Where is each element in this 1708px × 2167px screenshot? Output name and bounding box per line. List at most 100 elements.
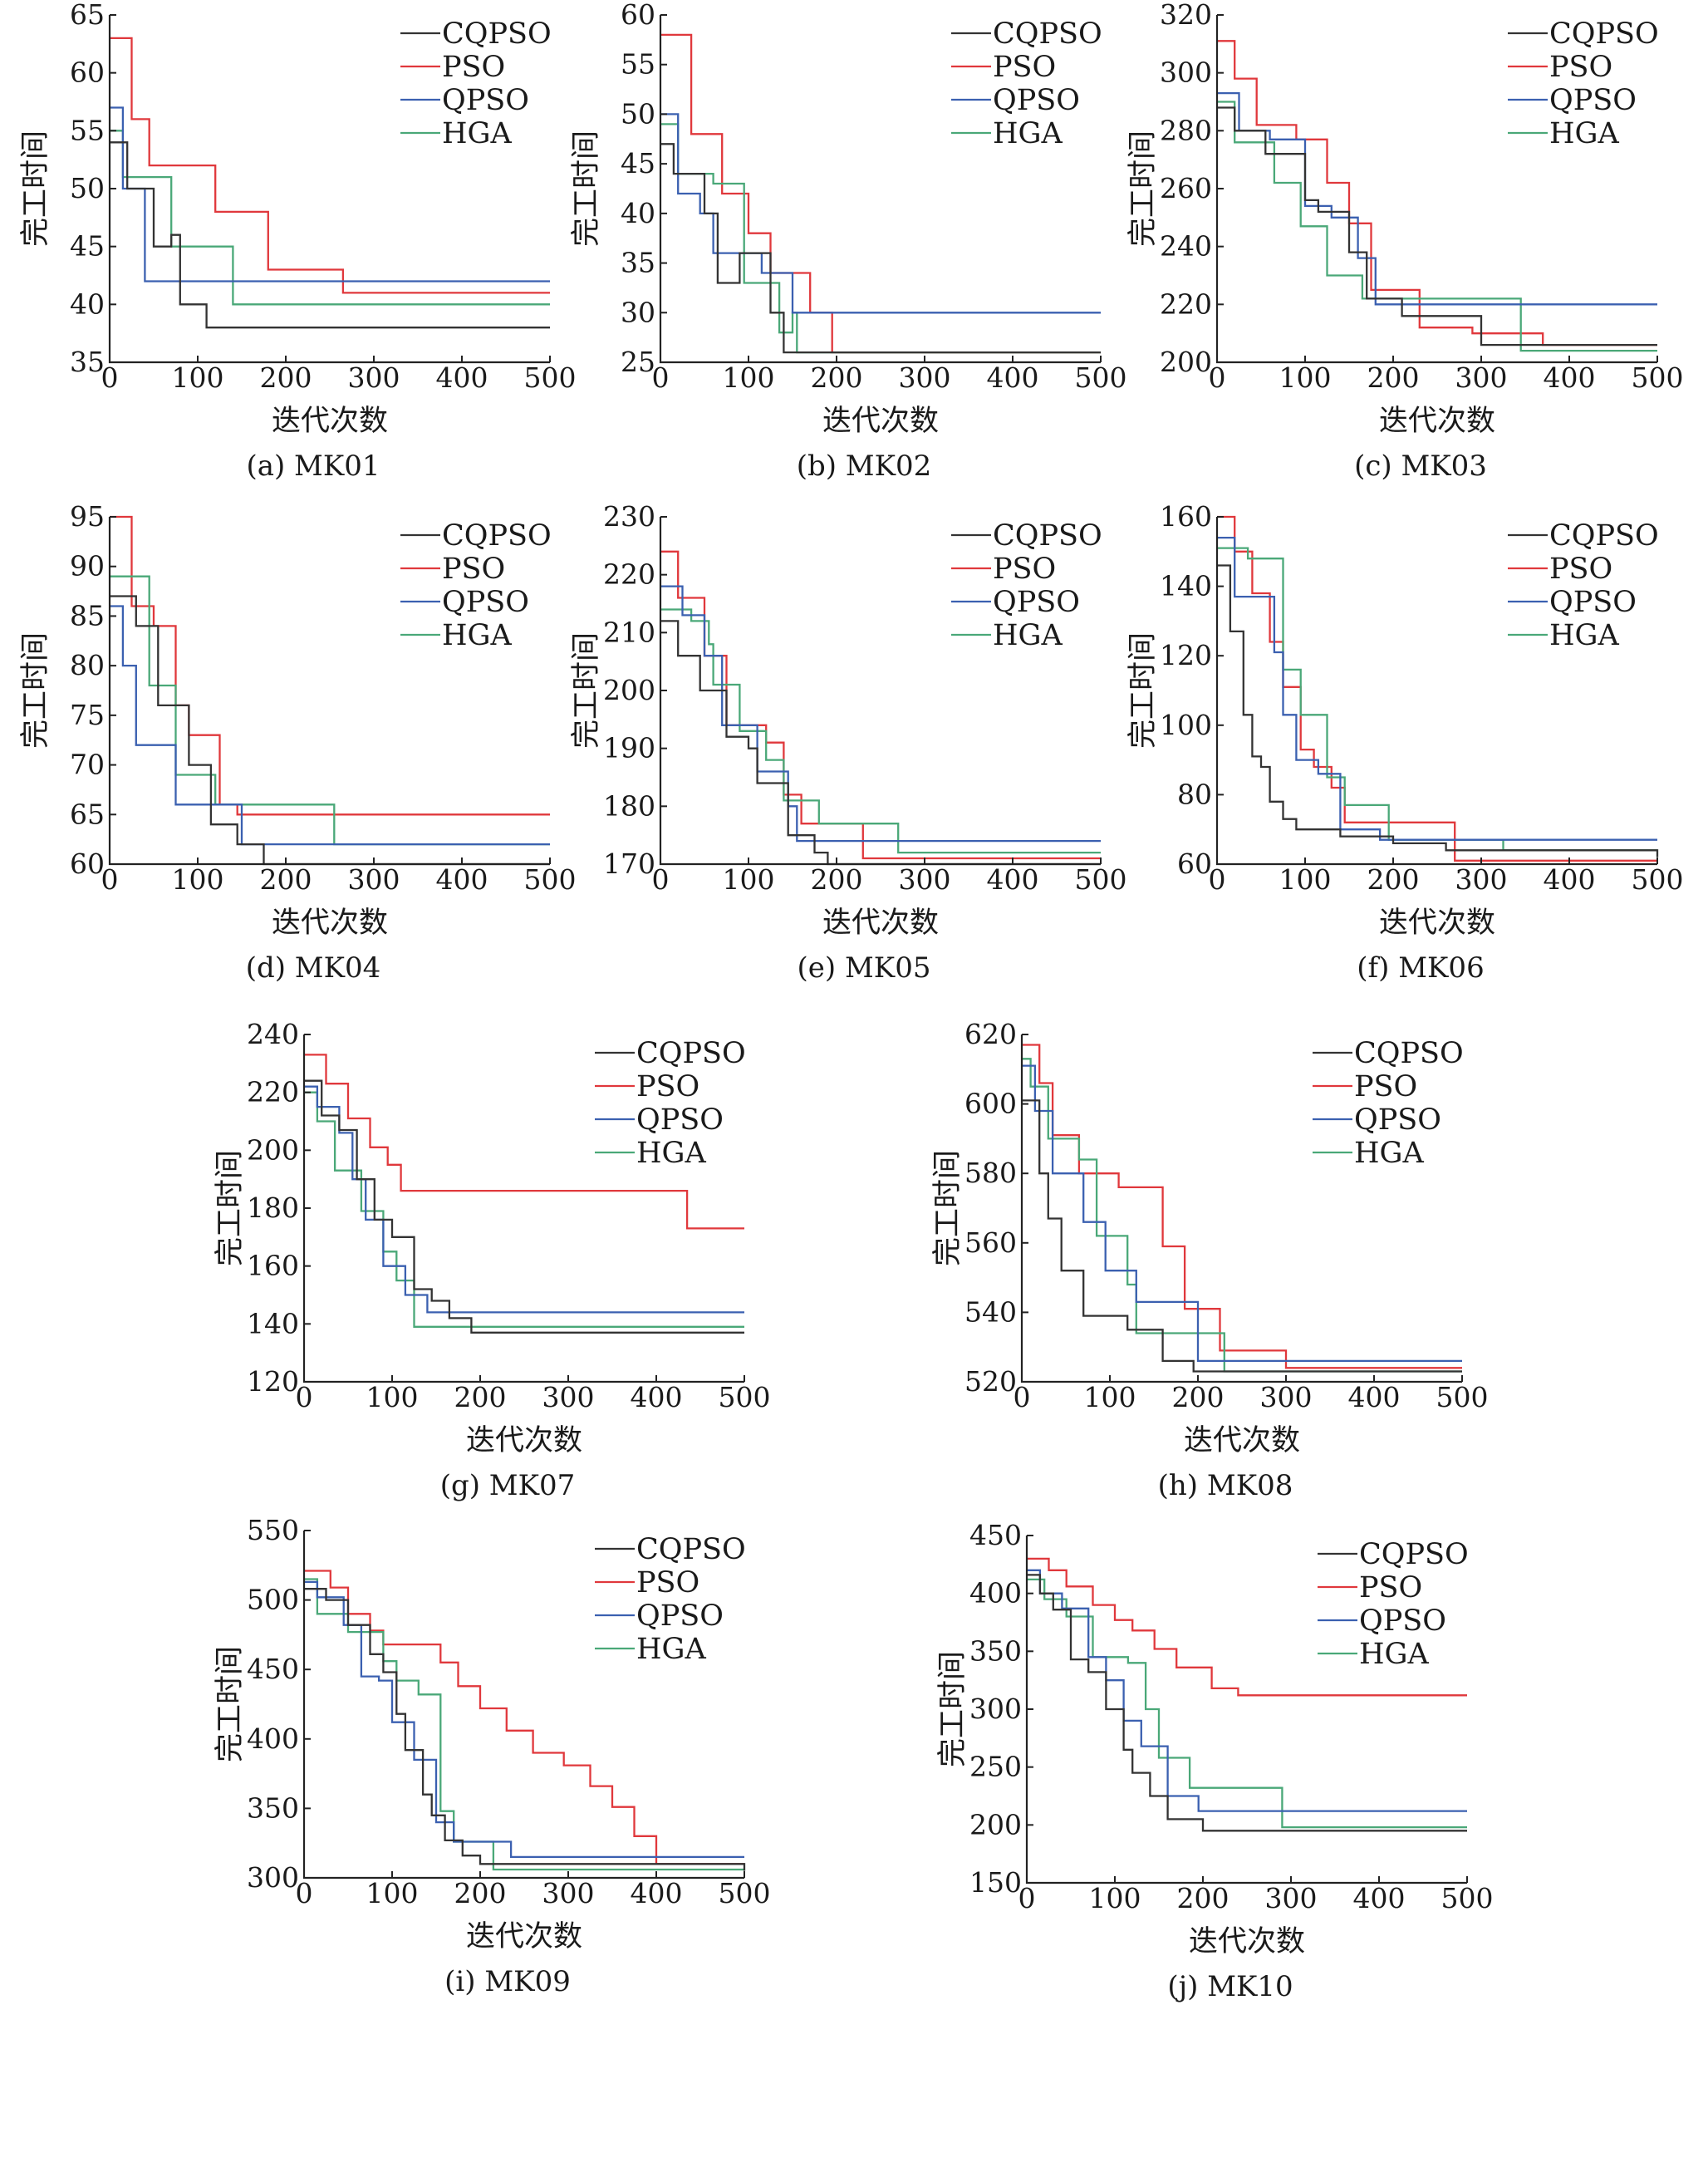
y-tick-label: 300 <box>969 1693 1022 1725</box>
y-axis-label: 完工时间 <box>214 1646 247 1762</box>
y-tick-label: 40 <box>70 287 105 320</box>
x-tick-label: 500 <box>1075 361 1127 394</box>
x-tick-label: 400 <box>1544 361 1596 394</box>
y-tick-label: 180 <box>247 1192 299 1224</box>
series-qpso-line <box>304 1085 744 1314</box>
series-hga-line <box>1022 1058 1462 1373</box>
y-axis-label: 完工时间 <box>1126 632 1160 749</box>
legend-label-hga: HGA <box>1549 619 1619 652</box>
x-tick-label: 0 <box>1018 1882 1036 1914</box>
chart-caption: (b) MK02 <box>797 450 932 483</box>
x-tick-label: 500 <box>1075 863 1127 896</box>
x-tick-label: 400 <box>436 361 488 394</box>
legend-label-hga: HGA <box>636 1633 706 1666</box>
y-axis-label: 完工时间 <box>931 1150 964 1266</box>
legend-label-qpso: QPSO <box>993 586 1080 619</box>
y-tick-label: 320 <box>1160 0 1212 31</box>
y-tick-label: 500 <box>247 1584 299 1616</box>
y-tick-label: 220 <box>1160 287 1212 320</box>
x-tick-label: 300 <box>542 1877 595 1909</box>
series-cqpso-line <box>660 620 1101 866</box>
x-tick-label: 400 <box>1353 1882 1406 1914</box>
y-tick-label: 400 <box>969 1577 1022 1609</box>
x-tick-label: 100 <box>172 361 224 394</box>
y-tick-label: 160 <box>247 1250 299 1282</box>
y-tick-label: 240 <box>247 1018 299 1050</box>
series-qpso-line <box>1027 1569 1467 1812</box>
x-tick-label: 400 <box>987 863 1039 896</box>
legend-label-cqpso: CQPSO <box>1354 1037 1464 1070</box>
x-tick-label: 500 <box>1441 1882 1494 1914</box>
x-tick-label: 0 <box>1014 1381 1031 1413</box>
y-tick-label: 75 <box>70 699 105 731</box>
y-tick-label: 50 <box>70 172 105 204</box>
x-axis-label: 迭代次数 <box>1189 1925 1305 1958</box>
y-tick-label: 220 <box>603 558 655 591</box>
x-tick-label: 100 <box>1279 361 1332 394</box>
x-tick-label: 100 <box>1084 1381 1136 1413</box>
y-tick-label: 50 <box>621 97 655 130</box>
series-qpso-line <box>110 605 550 846</box>
y-tick-label: 40 <box>621 197 655 229</box>
x-tick-label: 500 <box>719 1381 771 1413</box>
x-tick-label: 300 <box>899 361 951 394</box>
legend-label-cqpso: CQPSO <box>1359 1538 1469 1571</box>
chart-caption: (c) MK03 <box>1354 450 1487 483</box>
series-hga-line <box>660 123 1101 354</box>
y-tick-label: 45 <box>70 230 105 263</box>
legend-label-pso: PSO <box>993 553 1056 586</box>
x-tick-label: 0 <box>652 361 670 394</box>
y-tick-label: 60 <box>70 57 105 89</box>
chart-caption: (a) MK01 <box>246 450 380 483</box>
series-cqpso-line <box>1022 1099 1462 1373</box>
x-axis-label: 迭代次数 <box>466 1920 582 1953</box>
y-tick-label: 25 <box>621 346 655 378</box>
legend-label-hga: HGA <box>1354 1137 1424 1170</box>
series-cqpso-line <box>110 595 550 866</box>
series-pso-line <box>304 1570 744 1865</box>
x-tick-label: 0 <box>652 863 670 896</box>
chart-caption: (g) MK07 <box>440 1469 576 1502</box>
legend-label-qpso: QPSO <box>1549 84 1637 117</box>
y-tick-label: 45 <box>621 147 655 179</box>
x-tick-label: 200 <box>1367 361 1420 394</box>
y-tick-label: 60 <box>1177 848 1212 880</box>
chart-mk05: 0 100 200 300 400 500 170 180 190 200 210 220 230 迭代次… <box>570 500 1127 985</box>
legend-label-hga: HGA <box>1359 1638 1429 1671</box>
legend-label-qpso: QPSO <box>1359 1604 1446 1638</box>
legend-label-qpso: QPSO <box>993 84 1080 117</box>
y-tick-label: 300 <box>1160 57 1212 89</box>
y-axis-label: 完工时间 <box>19 632 52 749</box>
y-tick-label: 190 <box>603 732 655 764</box>
chart-caption: (d) MK04 <box>246 951 381 985</box>
series-cqpso-line <box>110 141 550 329</box>
y-tick-label: 450 <box>247 1653 299 1685</box>
legend-label-qpso: QPSO <box>636 1103 724 1137</box>
legend-label-qpso: QPSO <box>1549 586 1637 619</box>
x-tick-label: 300 <box>1455 863 1508 896</box>
chart-mk07: 0 100 200 300 400 500 120 140 160 180 200 220 240 迭代次… <box>214 1018 771 1502</box>
legend-label-pso: PSO <box>1359 1571 1422 1604</box>
x-tick-label: 200 <box>260 361 312 394</box>
y-tick-label: 70 <box>70 749 105 781</box>
series-pso-line <box>1022 1044 1462 1369</box>
chart-caption: (j) MK10 <box>1167 1970 1293 2003</box>
x-tick-label: 300 <box>348 361 400 394</box>
x-tick-label: 400 <box>436 863 488 896</box>
y-tick-label: 240 <box>1160 230 1212 263</box>
x-tick-label: 300 <box>899 863 951 896</box>
series-cqpso-line <box>660 143 1101 354</box>
legend-label-qpso: QPSO <box>1354 1103 1441 1137</box>
series-pso-line <box>304 1054 744 1230</box>
y-tick-label: 140 <box>1160 570 1212 602</box>
y-tick-label: 200 <box>603 674 655 706</box>
x-tick-label: 0 <box>296 1877 313 1909</box>
y-tick-label: 350 <box>969 1634 1022 1667</box>
x-axis-label: 迭代次数 <box>466 1424 582 1457</box>
y-tick-label: 180 <box>603 789 655 822</box>
